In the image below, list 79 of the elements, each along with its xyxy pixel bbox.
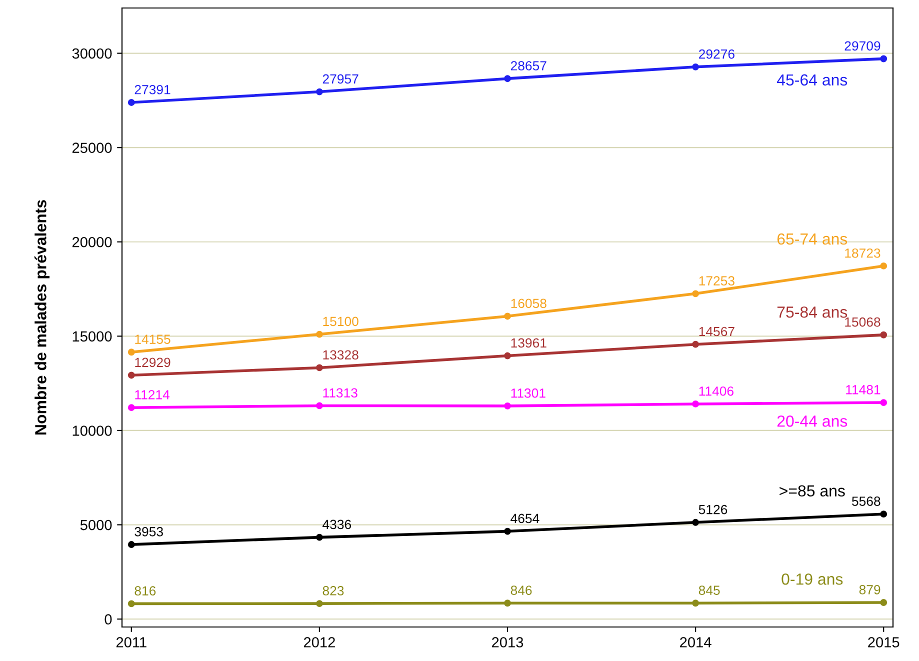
series-label: 0-19 ans [782,574,843,585]
data-label: 11406 [699,386,734,396]
point [128,404,135,412]
point [128,99,135,106]
point [692,518,700,526]
point [880,55,888,62]
y-tick-label: 15000 [72,331,112,342]
point [316,402,323,410]
point [504,352,511,360]
point [316,534,323,541]
point [316,88,323,96]
x-tick-label: 2012 [304,637,335,648]
series-label: 45-64 ans [776,74,848,86]
point [128,600,135,608]
y-tick-label: 0 [104,614,112,625]
point [316,600,323,608]
data-label: 11301 [511,388,546,398]
data-label: 5126 [698,504,728,514]
data-label: 15100 [323,316,358,326]
point [504,600,511,607]
y-tick-label: 10000 [72,426,112,436]
point [880,399,888,406]
data-label: 16058 [511,298,546,308]
data-label: 3953 [134,527,163,536]
data-label: 29276 [698,49,734,59]
data-label: 13328 [323,350,358,360]
x-tick-label: 2011 [116,637,146,648]
point [128,372,135,379]
point [504,75,511,82]
data-label: 14155 [135,334,170,344]
data-label: 28657 [510,61,546,70]
data-label: 846 [510,586,532,595]
data-label: 27391 [134,84,170,94]
point [316,330,323,338]
data-label: 879 [859,584,880,594]
point [316,364,323,372]
x-tick-label: 2015 [868,637,900,648]
point [880,331,888,338]
y-tick-label: 5000 [80,520,112,530]
series-label: >=85 ans [780,485,845,497]
point [880,510,888,518]
data-label: 11214 [135,390,170,400]
series-label: 20-44 ans [777,416,848,427]
series-label: 75-84 ans [777,306,848,318]
data-label: 14567 [699,326,734,336]
y-axis-title: Nombre de malades prévalents [34,200,50,434]
data-label: 5568 [852,496,880,506]
data-label: 18723 [845,248,880,258]
y-tick-label: 30000 [72,48,112,59]
point [880,262,888,270]
x-tick-label: 2013 [492,637,524,648]
y-tick-label: 20000 [72,236,112,248]
point [504,312,511,320]
point [504,528,511,535]
series-label: 65-74 ans [777,233,848,245]
point [692,400,700,408]
data-label: 15068 [845,317,880,327]
data-label: 816 [134,586,156,596]
data-label: 29709 [844,41,880,51]
point [128,541,135,548]
data-label: 11481 [846,385,880,394]
data-label: 845 [698,586,720,595]
data-label: 823 [322,586,344,596]
point [692,600,700,607]
point [692,63,700,70]
point [128,348,135,356]
data-label: 4654 [510,514,540,524]
x-tick-label: 2014 [680,637,712,648]
data-label: 12929 [135,358,170,368]
data-label: 17253 [699,276,734,286]
point [880,599,888,606]
point [692,340,700,348]
data-label: 13961 [511,338,546,348]
data-label: 27957 [322,74,358,84]
data-label: 4336 [322,520,351,530]
data-label: 11313 [323,388,358,398]
y-tick-label: 25000 [72,142,112,153]
point [692,290,700,298]
point [504,402,511,410]
